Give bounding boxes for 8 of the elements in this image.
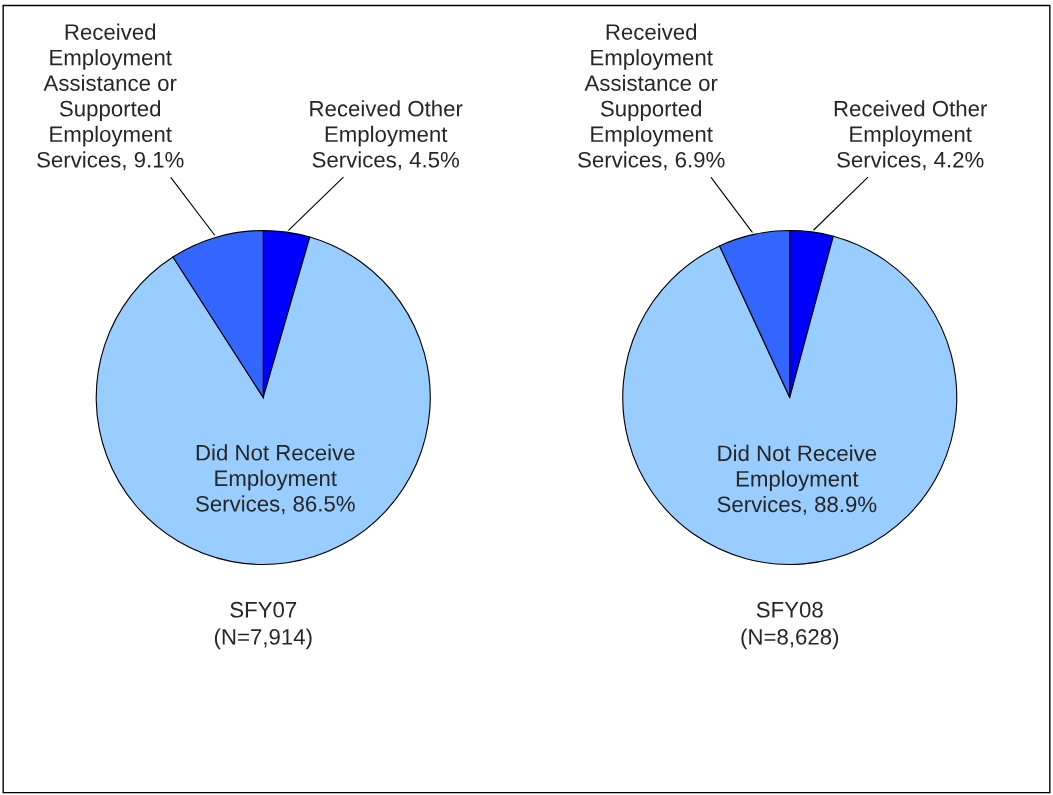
slice-label: Received Employment Assistance or Supported Employment Services, 9.1% — [37, 23, 184, 171]
slice-label: Did Not Receive Employment Services, 88.9% — [717, 444, 877, 515]
text: SFY07 (N=7,914) — [214, 601, 312, 650]
slice-label: Received Other Employment Services, 4.5% — [310, 100, 463, 171]
slice-label: Received Employment Assistance or Supported Employment Services, 6.9% — [578, 23, 725, 171]
slice-label: Received Other Employment Services, 4.2% — [834, 100, 988, 171]
slice-label: Did Not Receive Employment Services, 86.5% — [195, 444, 355, 515]
text: SFY08 (N=8,628) — [741, 601, 839, 650]
